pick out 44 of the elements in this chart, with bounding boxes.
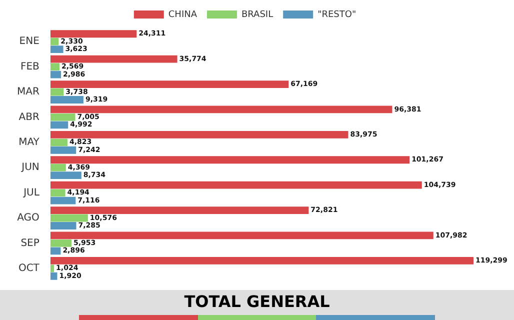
bar	[50, 106, 392, 114]
bar	[50, 46, 64, 54]
bar	[50, 55, 178, 63]
bar	[50, 30, 137, 38]
y-tick-label: ENE	[19, 36, 40, 48]
bar	[50, 181, 422, 189]
bar	[50, 138, 68, 146]
bar	[50, 189, 66, 197]
bar	[50, 38, 59, 46]
bar	[50, 222, 76, 230]
bar	[50, 80, 289, 88]
bar	[50, 206, 309, 214]
bar	[50, 156, 410, 164]
legend-label: "RESTO"	[318, 10, 356, 20]
bar	[50, 63, 60, 71]
legend-label: CHINA	[168, 10, 198, 20]
legend-label: BRASIL	[241, 10, 274, 20]
bar	[50, 272, 58, 280]
bar	[50, 256, 474, 264]
bar	[50, 214, 88, 222]
text: TOTAL GENERAL	[184, 292, 330, 311]
bar	[50, 172, 82, 180]
bar	[50, 70, 62, 78]
bar	[50, 121, 68, 129]
y-tick-label: FEB	[20, 61, 40, 72]
bar	[50, 164, 66, 172]
bar	[50, 232, 434, 240]
bar	[50, 113, 76, 121]
y-tick-label: MAR	[16, 86, 40, 98]
y-tick-label: AGO	[17, 212, 40, 224]
y-tick-label: JUN	[20, 162, 40, 174]
bar	[50, 130, 348, 138]
bar	[50, 146, 76, 154]
y-tick-label: JUL	[22, 187, 40, 198]
bar	[50, 88, 64, 96]
bar	[50, 196, 76, 204]
y-tick-label: SEP	[20, 238, 40, 249]
y-tick-label: OCT	[18, 262, 40, 274]
bar	[50, 239, 72, 247]
bar	[50, 247, 61, 255]
y-tick-label: ABR	[18, 112, 40, 123]
bar	[50, 96, 84, 104]
y-tick-label: MAY	[18, 136, 40, 148]
bar	[50, 264, 54, 272]
